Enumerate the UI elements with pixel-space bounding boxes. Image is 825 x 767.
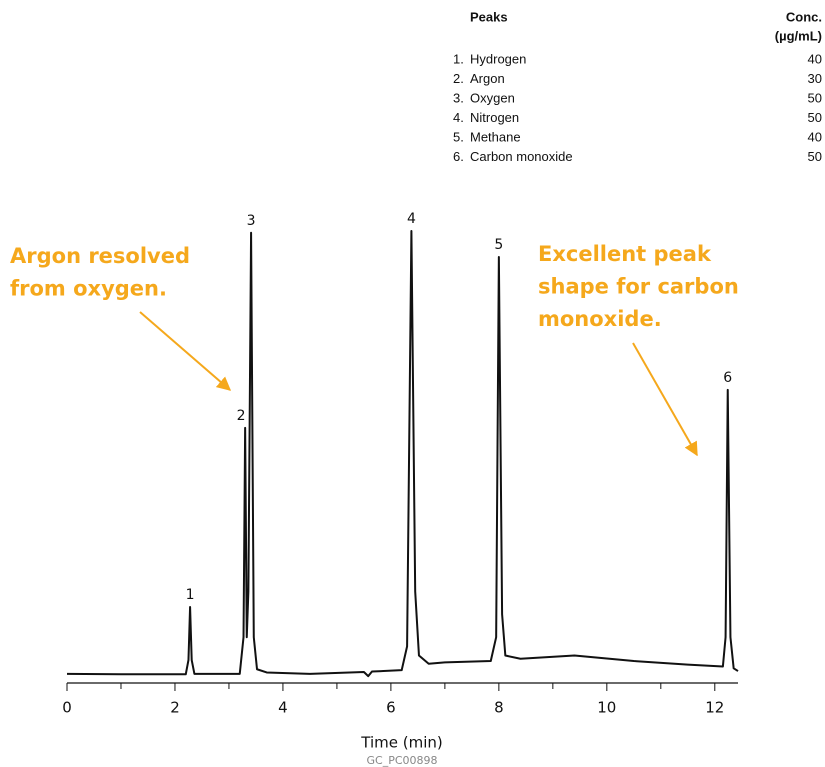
annotation: shape for carbon (538, 275, 739, 299)
table-cell: Carbon monoxide (470, 149, 573, 164)
table-header: Peaks (470, 9, 508, 24)
table-header: Conc. (786, 9, 822, 24)
x-tick-label: 10 (597, 699, 616, 717)
peak-apex (189, 606, 191, 608)
table-cell: 6. (453, 149, 464, 164)
x-tick-label: 6 (386, 699, 396, 717)
x-tick-label: 2 (170, 699, 180, 717)
peak-apex (244, 427, 246, 429)
table-cell: 5. (453, 129, 464, 144)
x-tick-label: 12 (705, 699, 724, 717)
table-cell: Hydrogen (470, 51, 526, 66)
table-cell: 50 (808, 110, 822, 125)
table-cell: 3. (453, 90, 464, 105)
table-cell: 50 (808, 90, 822, 105)
peak-label: 6 (723, 370, 732, 386)
table-cell: Oxygen (470, 90, 515, 105)
table-cell: 40 (808, 51, 822, 66)
annotation: Argon resolved (10, 244, 190, 268)
peak-apex (250, 232, 252, 234)
annotation: from oxygen. (10, 277, 167, 301)
peak-apex (410, 230, 412, 232)
table-cell: Nitrogen (470, 110, 519, 125)
table-cell: Methane (470, 129, 521, 144)
trace (66, 229, 739, 678)
table-cell: 40 (808, 129, 822, 144)
peak-apex (498, 256, 500, 258)
x-tick-label: 0 (62, 699, 72, 717)
table-cell: 30 (808, 71, 822, 86)
x-tick-label: 4 (278, 699, 288, 717)
table-cell: 50 (808, 149, 822, 164)
table-cell: 2. (453, 71, 464, 86)
peak-label: 3 (247, 213, 256, 229)
peak-label: 1 (186, 587, 195, 603)
x-axis-label: Time (min) (360, 734, 442, 752)
peak-label: 2 (237, 408, 246, 424)
table-cell: Argon (470, 71, 505, 86)
annotation: monoxide. (538, 307, 662, 331)
table-header: (µg/mL) (775, 28, 822, 43)
annotation: Excellent peak (538, 242, 712, 266)
arrow (632, 342, 698, 457)
peak-label: 5 (494, 237, 503, 253)
peak-apex (727, 389, 729, 391)
x-tick-label: 8 (494, 699, 504, 717)
footer: GC_PC00898 (366, 754, 437, 767)
peak-label: 4 (407, 211, 416, 227)
arrow (139, 311, 232, 391)
table-cell: 1. (453, 51, 464, 66)
table-cell: 4. (453, 110, 464, 125)
